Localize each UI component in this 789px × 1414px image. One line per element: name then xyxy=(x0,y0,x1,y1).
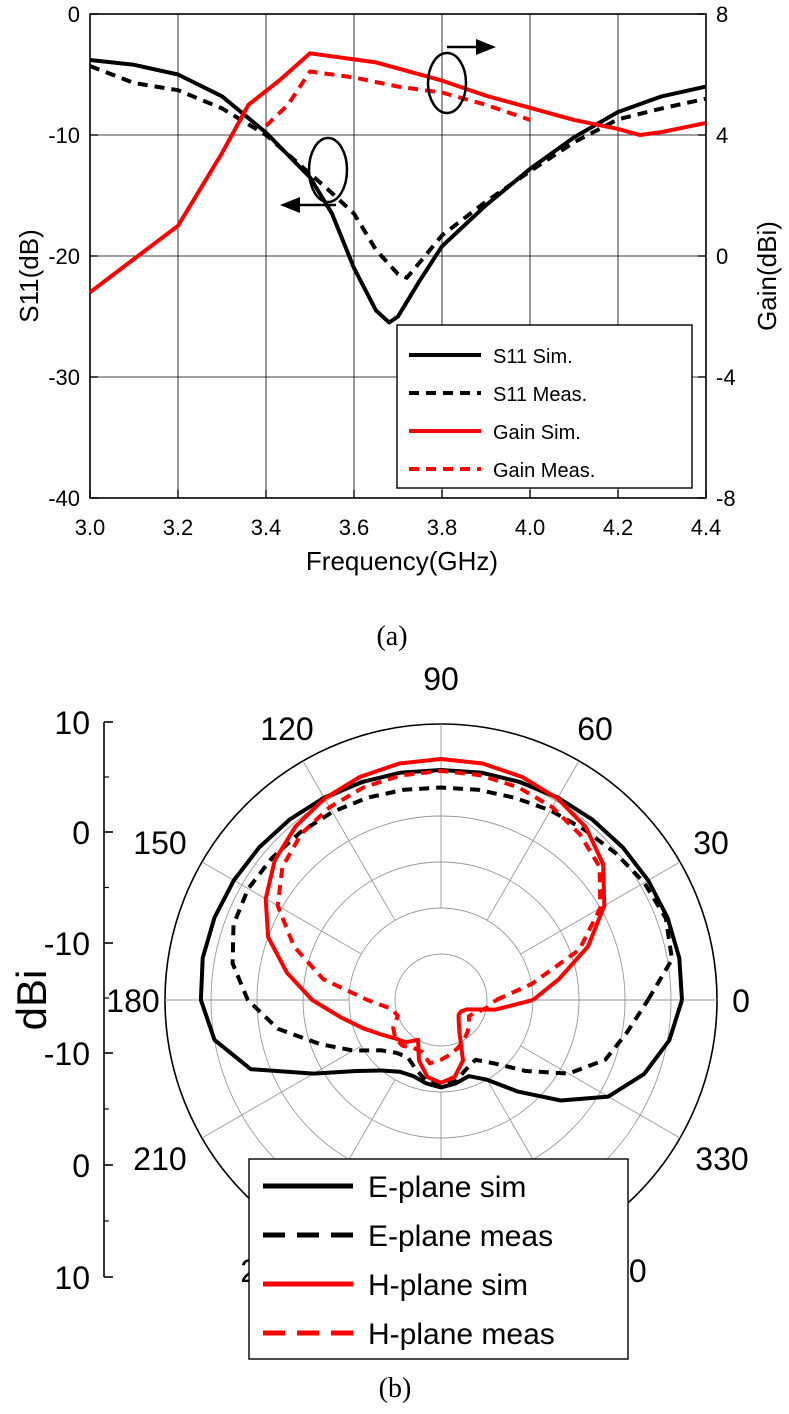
legend-label-e-plane-meas: E-plane meas xyxy=(368,1220,553,1253)
series-line-h-plane-meas xyxy=(275,768,603,1066)
polar-spoke xyxy=(520,1045,681,1139)
polar-spoke xyxy=(486,760,580,921)
angle-label-0: 0 xyxy=(732,983,750,1019)
radial-scale-label: -10 xyxy=(44,1036,90,1072)
y-left-tick-label: -40 xyxy=(48,486,80,511)
y-right-axis-label: Gain(dBi) xyxy=(752,221,782,331)
series-line-h-plane-sim xyxy=(263,757,607,1085)
caption-b: (b) xyxy=(379,1373,412,1404)
s11-axis-annotation-arrowhead xyxy=(280,197,300,213)
y-left-tick-label: -10 xyxy=(48,123,80,148)
polar-ring xyxy=(394,953,488,1047)
s11-gain-chart: 3.0 3.2 3.4 3.6 3.8 4.0 4.2 4.4 0 -10 -20 -30 -40 8 4 0… xyxy=(14,2,782,652)
gain-axis-annotation-ellipse xyxy=(426,51,468,115)
caption-a: (a) xyxy=(376,621,407,652)
x-axis-label: Frequency(GHz) xyxy=(306,546,498,576)
polar-spoke xyxy=(302,760,396,921)
series-line-gain-meas xyxy=(264,69,531,128)
legend-label-s11-sim: S11 Sim. xyxy=(493,346,573,368)
legend-label-h-plane-sim: H-plane sim xyxy=(368,1269,528,1302)
angle-label-210: 210 xyxy=(133,1141,186,1177)
y-left-tick-label: -30 xyxy=(48,365,80,390)
legend-label-gain-sim: Gain Sim. xyxy=(493,422,581,444)
y-left-tick-label: 0 xyxy=(68,2,80,27)
series-line-s11-meas xyxy=(89,64,707,280)
polar-spoke xyxy=(201,861,362,955)
x-tick-label: 4.0 xyxy=(515,515,546,540)
polar-ring xyxy=(348,907,534,1093)
polar-spoke xyxy=(201,1045,362,1139)
angle-label-60: 60 xyxy=(577,711,613,747)
radial-scale-label: 10 xyxy=(54,1260,90,1296)
angle-label-120: 120 xyxy=(260,711,313,747)
angle-label-150: 150 xyxy=(133,825,186,861)
radial-scale-label: 10 xyxy=(54,705,90,741)
x-tick-label: 3.0 xyxy=(75,515,106,540)
y-right-tick-label: 8 xyxy=(716,2,728,27)
gain-axis-annotation-arrowhead xyxy=(476,39,496,55)
radial-scale-label: -10 xyxy=(44,926,90,962)
legend-box xyxy=(248,1158,629,1360)
series-line-gain-sim xyxy=(88,51,707,294)
x-tick-label: 4.2 xyxy=(603,515,634,540)
legend-label-s11-meas: S11 Meas. xyxy=(493,384,587,406)
x-tick-label: 3.6 xyxy=(339,515,370,540)
radial-scale-label: 0 xyxy=(72,1148,90,1184)
legend-label-gain-meas: Gain Meas. xyxy=(493,460,595,482)
y-right-tick-label: -4 xyxy=(716,365,736,390)
y-right-tick-label: 0 xyxy=(716,244,728,269)
legend-box xyxy=(396,324,693,489)
legend-label-h-plane-meas: H-plane meas xyxy=(368,1318,555,1351)
s11-axis-annotation-ellipse xyxy=(307,136,349,204)
angle-label-30: 30 xyxy=(693,825,729,861)
angle-label-180: 180 xyxy=(106,983,159,1019)
legend-label-e-plane-sim: E-plane sim xyxy=(368,1171,526,1204)
x-tick-label: 3.2 xyxy=(163,515,194,540)
x-tick-label: 3.4 xyxy=(251,515,282,540)
y-left-tick-label: -20 xyxy=(48,244,80,269)
x-tick-label: 4.4 xyxy=(691,515,722,540)
angle-label-90: 90 xyxy=(423,661,459,697)
y-right-tick-label: -8 xyxy=(716,486,736,511)
series-line-e-plane-sim xyxy=(198,768,684,1103)
series-line-e-plane-meas xyxy=(230,785,674,1087)
radiation-pattern-chart: 0306090120150180210240300330100-10-10010… xyxy=(8,661,750,1404)
radial-axis-label: dBi xyxy=(8,970,55,1031)
series-line-s11-sim xyxy=(89,58,707,325)
y-right-tick-label: 4 xyxy=(716,123,728,148)
angle-label-330: 330 xyxy=(695,1141,748,1177)
radial-scale-label: 0 xyxy=(72,815,90,851)
y-left-axis-label: S11(dB) xyxy=(14,229,44,322)
x-tick-label: 3.8 xyxy=(427,515,458,540)
